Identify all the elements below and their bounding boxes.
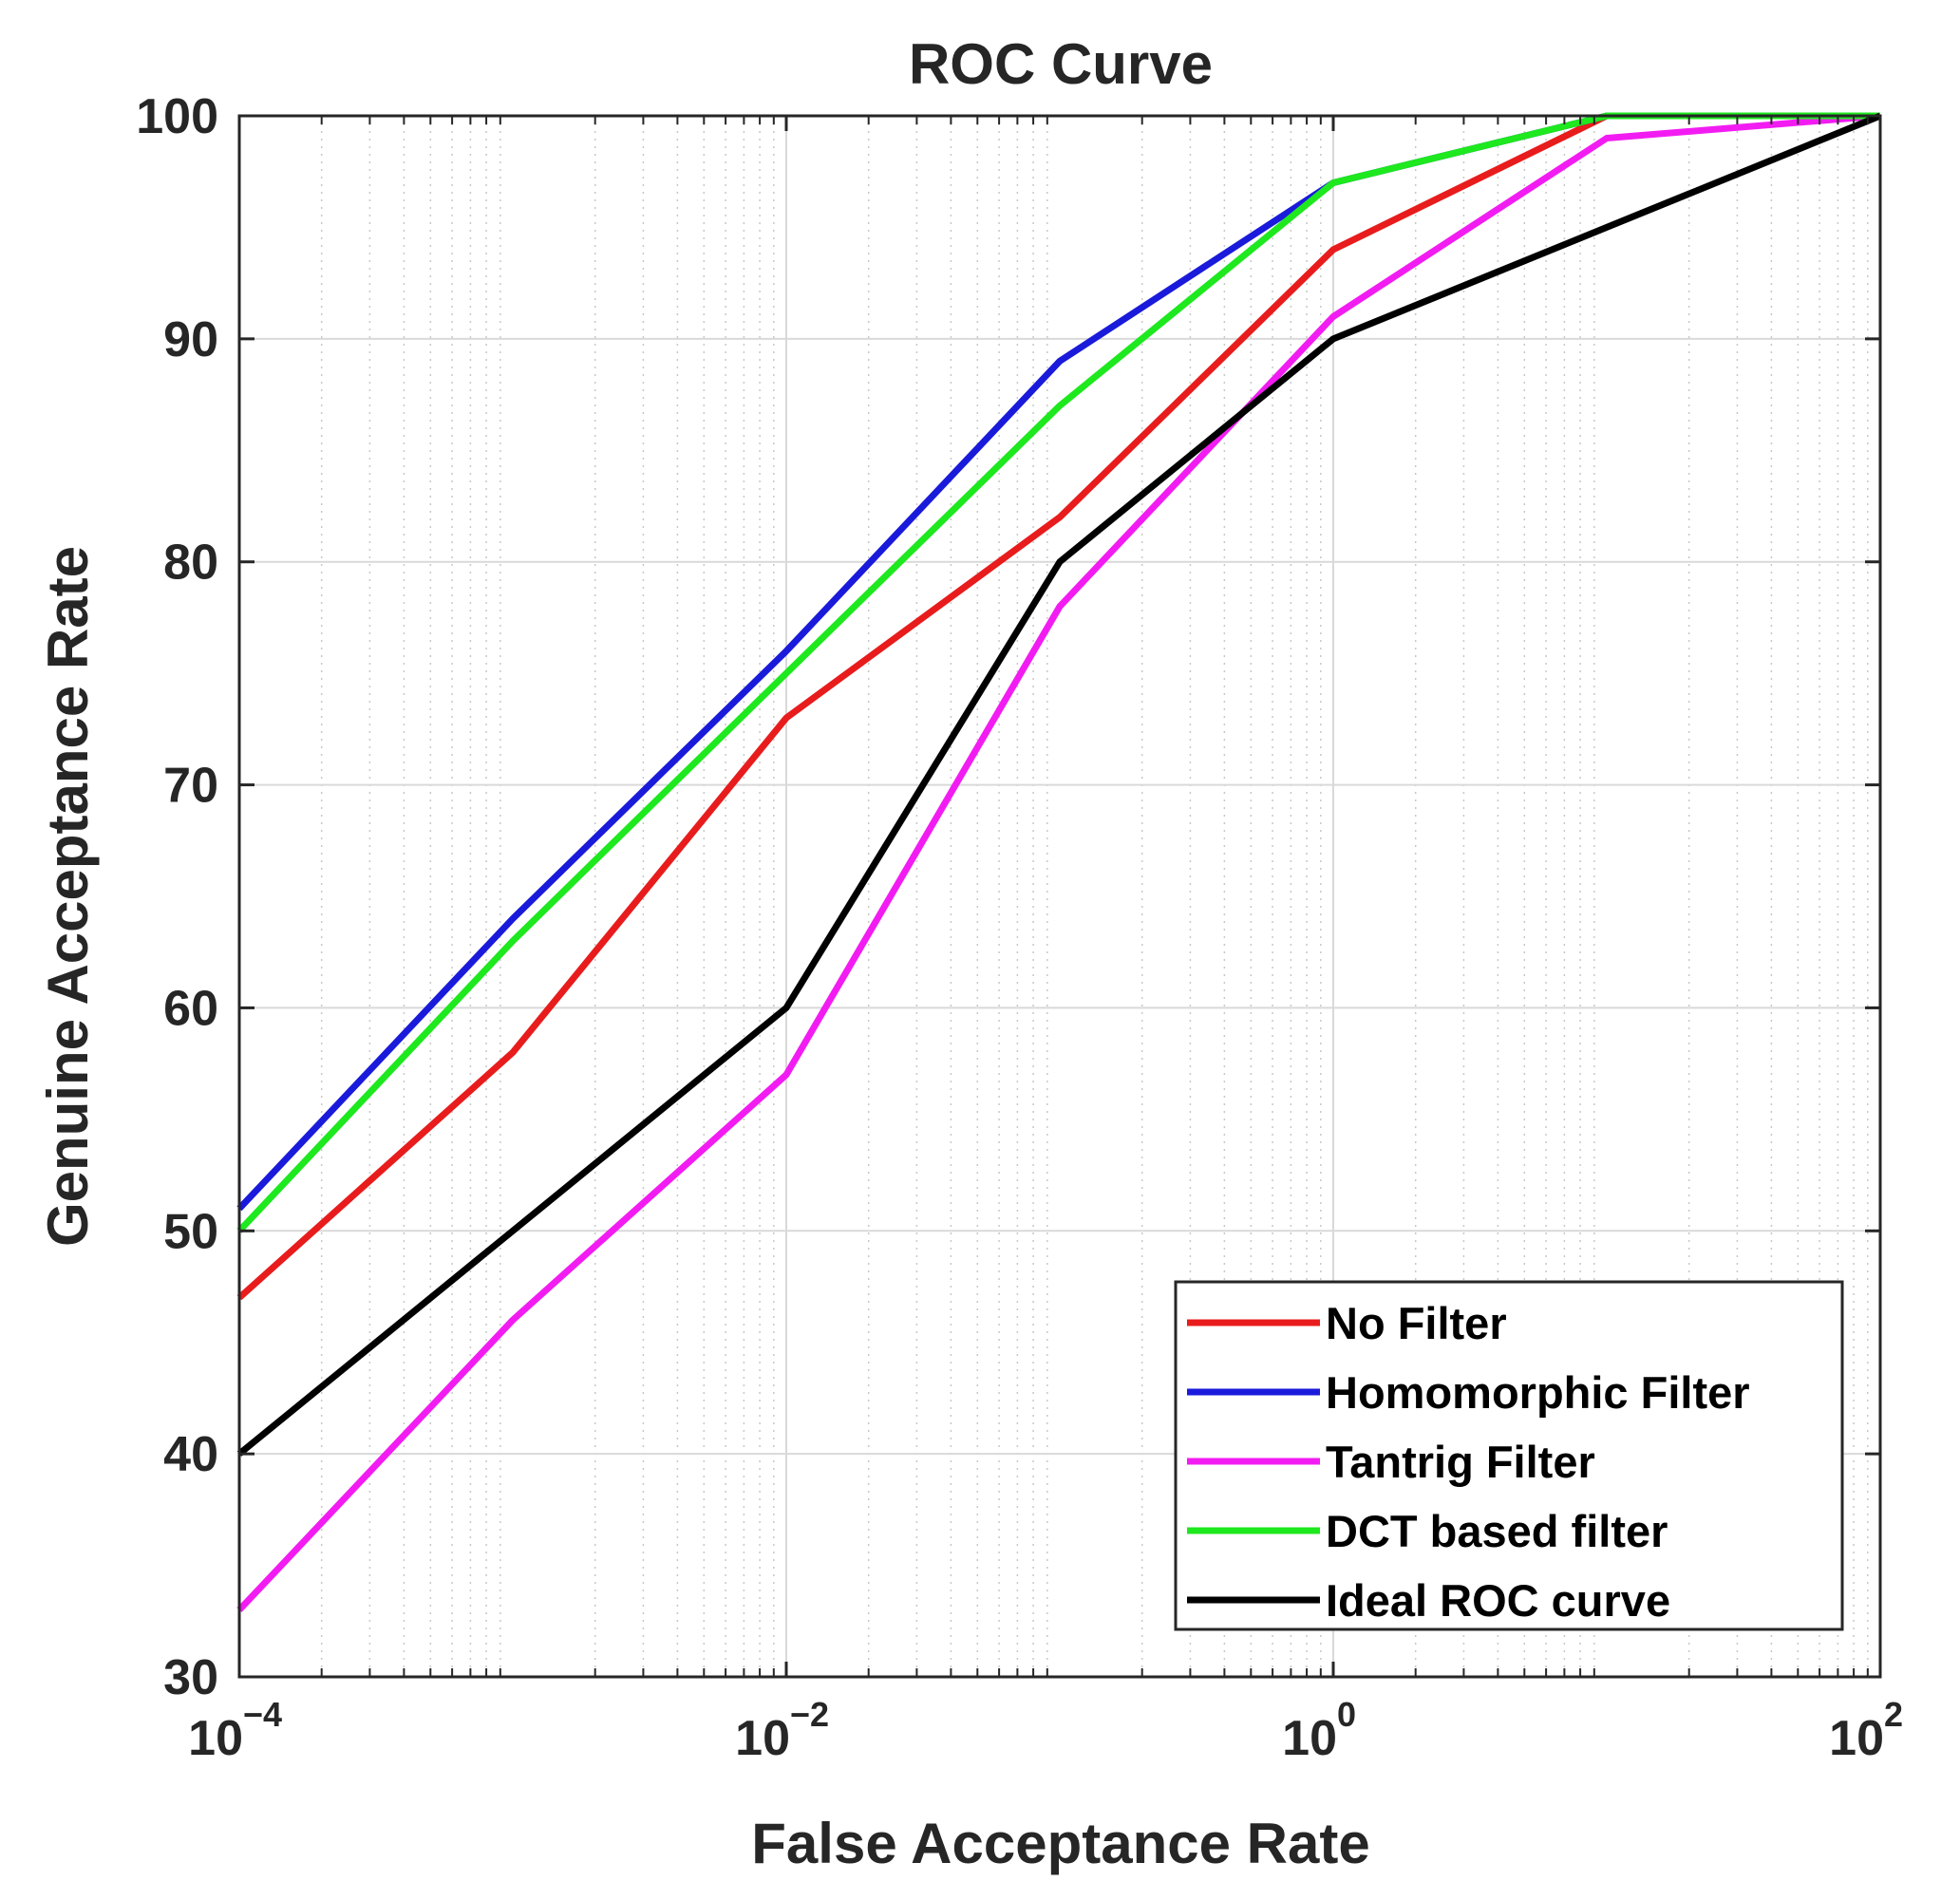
legend-item-no-filter: No Filter bbox=[1187, 1298, 1507, 1348]
x-tick-label: 10 0 bbox=[1282, 1695, 1356, 1766]
y-tick-label: 70 bbox=[163, 759, 218, 814]
chart-title: ROC Curve bbox=[909, 32, 1213, 96]
legend-item-dct-based-filter: DCT based filter bbox=[1187, 1506, 1668, 1556]
x-tick-label-exponent: 0 bbox=[1337, 1695, 1356, 1734]
y-tick-label: 90 bbox=[163, 312, 218, 367]
x-tick-labels: 10 −4 10 −2 10 0 10 2 bbox=[188, 1695, 1903, 1766]
axis-ticks bbox=[237, 114, 1882, 1679]
legend-items: No Filter Homomorphic Filter Tantrig Filte… bbox=[1187, 1298, 1750, 1626]
legend-label: No Filter bbox=[1326, 1298, 1507, 1348]
legend-label: DCT based filter bbox=[1326, 1506, 1668, 1556]
y-axis-label: Genuine Acceptance Rate bbox=[36, 546, 100, 1247]
legend-label: Ideal ROC curve bbox=[1326, 1575, 1670, 1626]
legend-item-tantrig-filter: Tantrig Filter bbox=[1187, 1437, 1595, 1487]
y-tick-label: 100 bbox=[136, 89, 218, 144]
x-axis-label: False Acceptance Rate bbox=[751, 1812, 1369, 1875]
x-tick-label-base: 10 bbox=[1282, 1711, 1337, 1766]
legend-label: Tantrig Filter bbox=[1326, 1437, 1595, 1487]
x-tick-label-base: 10 bbox=[188, 1711, 243, 1766]
x-tick-label: 10 −2 bbox=[735, 1695, 829, 1766]
x-tick-label: 10 2 bbox=[1829, 1695, 1903, 1766]
legend-label: Homomorphic Filter bbox=[1326, 1367, 1750, 1418]
legend: No Filter Homomorphic Filter Tantrig Filte… bbox=[1174, 1280, 1844, 1631]
plot-frame bbox=[237, 114, 1882, 1679]
x-tick-label-base: 10 bbox=[1829, 1711, 1884, 1766]
x-tick-label-base: 10 bbox=[735, 1711, 790, 1766]
x-tick-label: 10 −4 bbox=[188, 1695, 282, 1766]
legend-item-ideal-roc-curve: Ideal ROC curve bbox=[1187, 1575, 1670, 1626]
y-tick-label: 50 bbox=[163, 1204, 218, 1259]
legend-box bbox=[1174, 1280, 1844, 1631]
y-tick-label: 60 bbox=[163, 981, 218, 1036]
legend-item-homomorphic-filter: Homomorphic Filter bbox=[1187, 1367, 1750, 1418]
x-tick-label-exponent: −4 bbox=[243, 1695, 282, 1734]
y-tick-label: 40 bbox=[163, 1427, 218, 1482]
series-line-tantrig-filter bbox=[236, 112, 1881, 1612]
y-tick-labels: 30 40 50 60 70 80 90 100 bbox=[136, 89, 218, 1705]
x-tick-label-exponent: 2 bbox=[1884, 1695, 1903, 1734]
x-tick-label-exponent: −2 bbox=[790, 1695, 829, 1734]
y-tick-label: 80 bbox=[163, 536, 218, 591]
y-tick-label: 30 bbox=[163, 1650, 218, 1705]
series-line-ideal-roc-curve bbox=[236, 112, 1882, 1457]
